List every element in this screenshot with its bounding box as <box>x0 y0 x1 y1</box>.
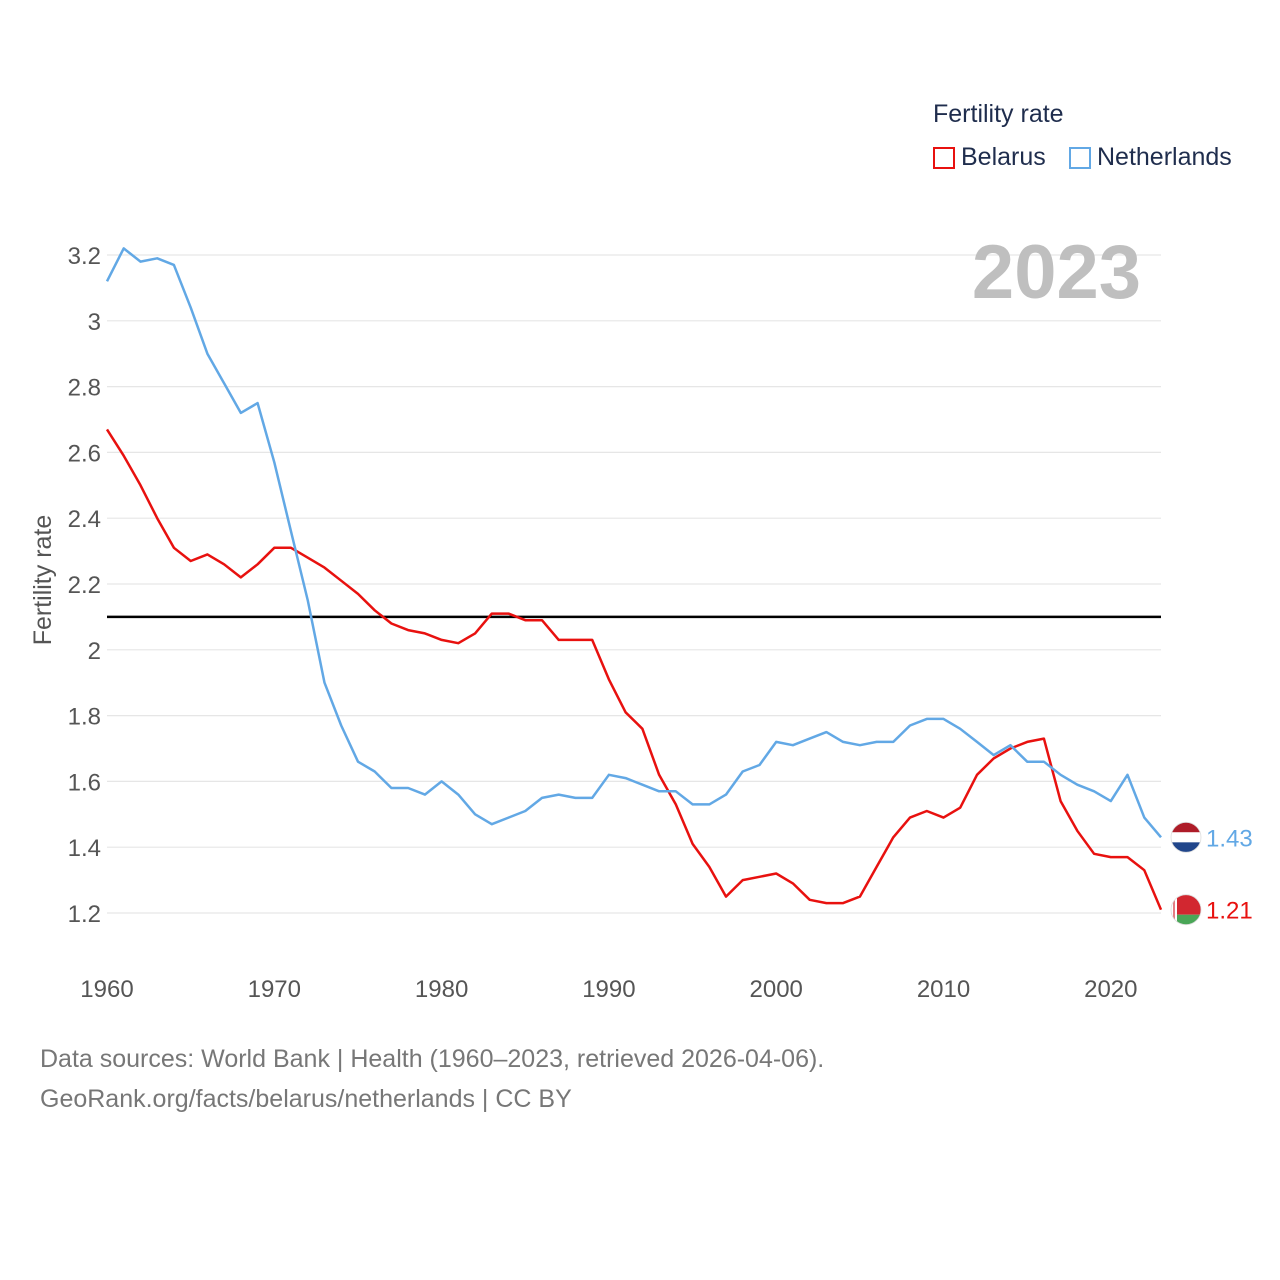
y-axis-label: Fertility rate <box>29 515 57 646</box>
x-tick-label: 1960 <box>80 976 133 1003</box>
y-axis-ticks: 1.2 1.4 1.6 1.8 2 2.2 2.4 2.6 2.8 3 3.2 <box>68 243 101 928</box>
x-tick-label: 2010 <box>917 976 970 1003</box>
legend-item-belarus[interactable]: Belarus <box>933 143 1046 172</box>
y-tick-label: 3.2 <box>68 243 101 270</box>
series-line-netherlands <box>105 247 1162 839</box>
y-tick-label: 3 <box>88 309 101 336</box>
legend-item-netherlands[interactable]: Netherlands <box>1069 143 1232 172</box>
end-markers: 1.21 1.43 <box>1170 821 1253 926</box>
y-tick-label: 1.8 <box>68 704 101 731</box>
legend-swatch-belarus <box>933 146 955 169</box>
x-axis-ticks: 1960 1970 1980 1990 2000 2010 2020 <box>80 976 1137 1003</box>
y-tick-label: 1.2 <box>68 901 101 928</box>
legend-title: Fertility rate <box>933 100 1064 128</box>
end-value-label-belarus: 1.21 <box>1206 898 1253 925</box>
flag-icon-netherlands <box>1170 821 1202 853</box>
x-tick-label: 2020 <box>1084 976 1137 1003</box>
grid-lines <box>107 254 1161 914</box>
year-watermark: 2023 <box>972 230 1141 315</box>
y-tick-label: 2 <box>88 638 101 665</box>
series-lines <box>105 247 1163 911</box>
footer-sources: Data sources: World Bank | Health (1960–… <box>40 1045 825 1073</box>
x-tick-label: 1990 <box>582 976 635 1003</box>
legend-swatch-netherlands <box>1069 146 1091 169</box>
y-tick-label: 2.8 <box>68 375 101 402</box>
x-tick-label: 1970 <box>248 976 301 1003</box>
x-tick-label: 1980 <box>415 976 468 1003</box>
y-tick-label: 1.6 <box>68 769 101 796</box>
footer-credit[interactable]: GeoRank.org/facts/belarus/netherlands | … <box>40 1085 572 1113</box>
legend-label-belarus: Belarus <box>961 143 1046 171</box>
series-line-belarus <box>105 428 1163 911</box>
x-tick-label: 2000 <box>750 976 803 1003</box>
legend-label-netherlands: Netherlands <box>1097 143 1232 171</box>
flag-icon-belarus <box>1170 894 1202 926</box>
y-tick-label: 2.2 <box>68 572 101 599</box>
y-tick-label: 2.4 <box>68 506 101 533</box>
y-tick-label: 1.4 <box>68 835 101 862</box>
end-value-label-netherlands: 1.43 <box>1206 825 1253 852</box>
y-tick-label: 2.6 <box>68 440 101 467</box>
